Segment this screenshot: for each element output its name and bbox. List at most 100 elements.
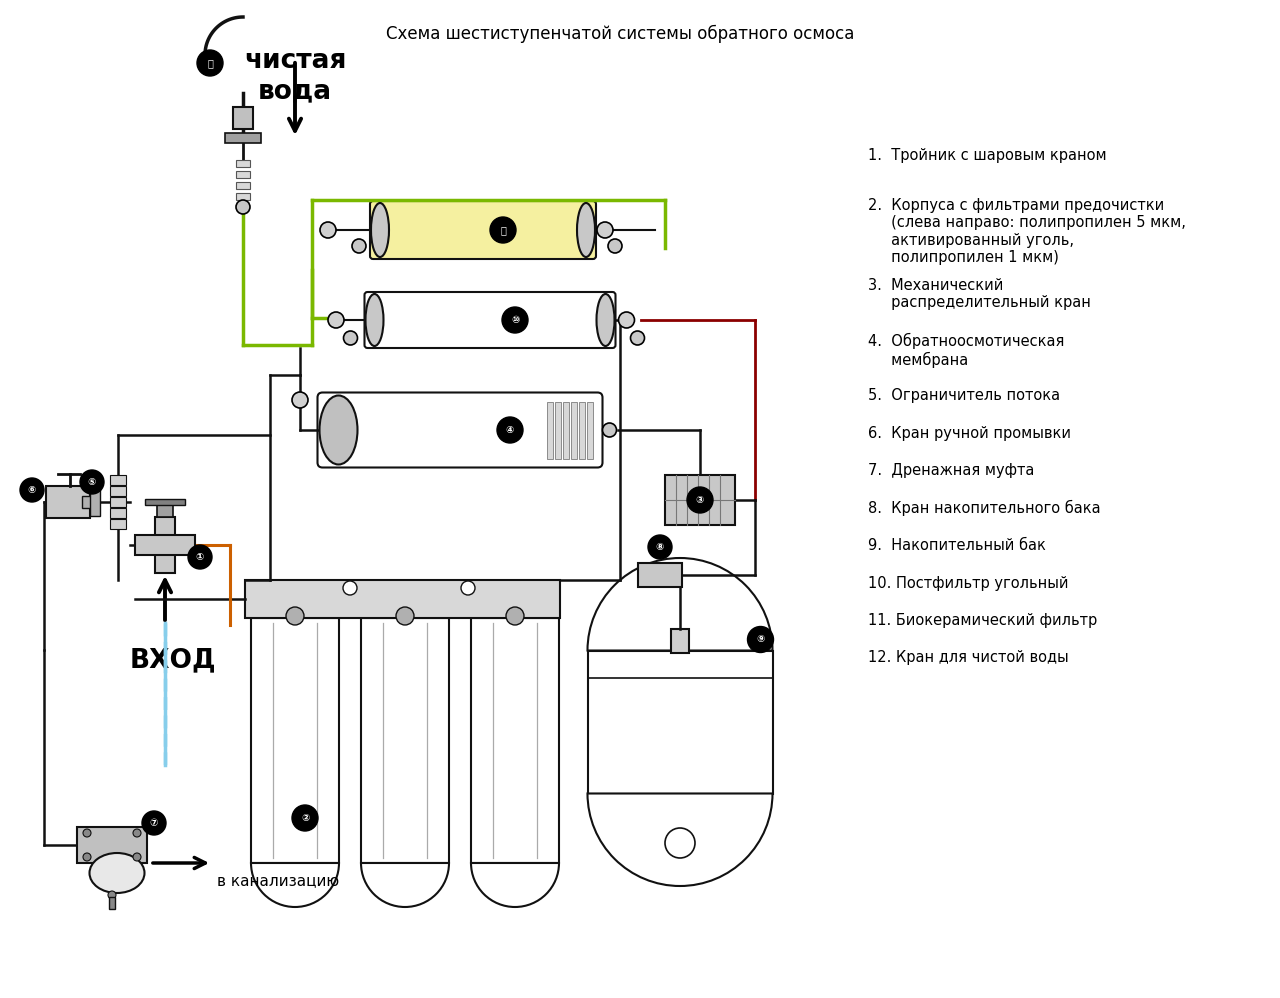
Circle shape (108, 891, 116, 899)
Circle shape (603, 423, 617, 437)
Bar (110, 519, 125, 529)
Ellipse shape (371, 203, 389, 257)
Wedge shape (588, 793, 773, 886)
Bar (244, 580, 561, 618)
Text: 1.  Тройник с шаровым краном: 1. Тройник с шаровым краном (868, 148, 1107, 163)
Text: ⑥: ⑥ (28, 485, 36, 495)
Text: ⑦: ⑦ (150, 818, 159, 828)
Text: ②: ② (301, 813, 310, 823)
Circle shape (648, 535, 672, 559)
FancyBboxPatch shape (370, 201, 596, 259)
Text: ⑧: ⑧ (655, 542, 664, 552)
Circle shape (596, 222, 613, 238)
Text: в канализацию: в канализацию (218, 873, 339, 888)
Circle shape (618, 312, 635, 328)
Bar (562, 401, 568, 458)
Bar (236, 182, 250, 189)
Circle shape (79, 470, 104, 494)
Circle shape (490, 217, 516, 243)
Wedge shape (361, 863, 449, 907)
Text: 12. Кран для чистой воды: 12. Кран для чистой воды (868, 650, 1069, 665)
Circle shape (328, 312, 344, 328)
Circle shape (502, 307, 529, 333)
Text: 5.  Ограничитель потока: 5. Ограничитель потока (868, 388, 1060, 403)
Text: 8.  Кран накопительного бака: 8. Кран накопительного бака (868, 500, 1101, 516)
Wedge shape (471, 863, 559, 907)
Circle shape (292, 805, 317, 831)
Text: чистая
вода: чистая вода (243, 48, 346, 104)
Circle shape (461, 581, 475, 595)
Text: ⑩: ⑩ (511, 315, 520, 325)
Bar (82, 496, 96, 508)
Text: ⑫: ⑫ (207, 58, 212, 68)
Bar (236, 171, 250, 178)
Text: ⑤: ⑤ (88, 477, 96, 487)
Circle shape (343, 331, 357, 345)
Circle shape (236, 200, 250, 214)
Text: 9.  Накопительный бак: 9. Накопительный бак (868, 538, 1046, 553)
Bar (554, 401, 561, 458)
Bar (90, 488, 100, 516)
Circle shape (631, 331, 645, 345)
Circle shape (188, 545, 212, 569)
Text: ВХОД: ВХОД (129, 647, 216, 673)
FancyBboxPatch shape (365, 292, 616, 348)
Wedge shape (251, 863, 339, 907)
Bar (571, 401, 576, 458)
Circle shape (285, 607, 305, 625)
Bar (586, 401, 593, 458)
Circle shape (142, 811, 166, 835)
Ellipse shape (596, 294, 614, 346)
Bar (110, 508, 125, 518)
Circle shape (83, 829, 91, 837)
Bar (671, 629, 689, 653)
Bar (637, 563, 682, 587)
Ellipse shape (320, 395, 357, 464)
Bar (251, 618, 339, 863)
Circle shape (506, 607, 524, 625)
Bar (233, 107, 253, 129)
Text: 6.  Кран ручной промывки: 6. Кран ручной промывки (868, 426, 1071, 441)
Circle shape (687, 487, 713, 513)
Ellipse shape (366, 294, 384, 346)
Text: ⑪: ⑪ (500, 225, 506, 235)
Circle shape (666, 828, 695, 858)
Text: ①: ① (196, 552, 204, 562)
Bar (588, 651, 773, 793)
Bar (579, 401, 585, 458)
Wedge shape (588, 558, 773, 651)
Text: ④: ④ (506, 425, 515, 435)
Bar (134, 535, 195, 555)
Bar (157, 503, 173, 517)
Circle shape (133, 829, 141, 837)
Bar (109, 897, 115, 909)
Bar (666, 475, 735, 525)
Text: 2.  Корпуса с фильтрами предочистки
     (слева направо: полипропилен 5 мкм,
   : 2. Корпуса с фильтрами предочистки (слев… (868, 198, 1185, 265)
Text: 3.  Механический
     распределительный кран: 3. Механический распределительный кран (868, 278, 1091, 310)
Bar (46, 486, 90, 518)
Text: 10. Постфильтр угольный: 10. Постфильтр угольный (868, 576, 1069, 591)
Circle shape (197, 50, 223, 76)
Circle shape (133, 853, 141, 861)
Circle shape (320, 222, 335, 238)
Bar (155, 517, 175, 573)
Text: ③: ③ (696, 495, 704, 505)
Bar (225, 133, 261, 143)
Bar (236, 160, 250, 167)
Text: 4.  Обратноосмотическая
     мембрана: 4. Обратноосмотическая мембрана (868, 333, 1065, 368)
Circle shape (497, 417, 524, 443)
Bar (236, 193, 250, 200)
Circle shape (83, 853, 91, 861)
Ellipse shape (90, 853, 145, 893)
Text: Схема шестиступенчатой системы обратного осмоса: Схема шестиступенчатой системы обратного… (385, 25, 854, 43)
Circle shape (352, 239, 366, 253)
Circle shape (343, 581, 357, 595)
Bar (110, 475, 125, 485)
Circle shape (292, 392, 308, 408)
Bar (471, 618, 559, 863)
Bar (547, 401, 553, 458)
Text: 7.  Дренажная муфта: 7. Дренажная муфта (868, 463, 1034, 478)
Circle shape (608, 239, 622, 253)
Circle shape (20, 478, 44, 502)
Text: ⑨: ⑨ (756, 635, 764, 645)
